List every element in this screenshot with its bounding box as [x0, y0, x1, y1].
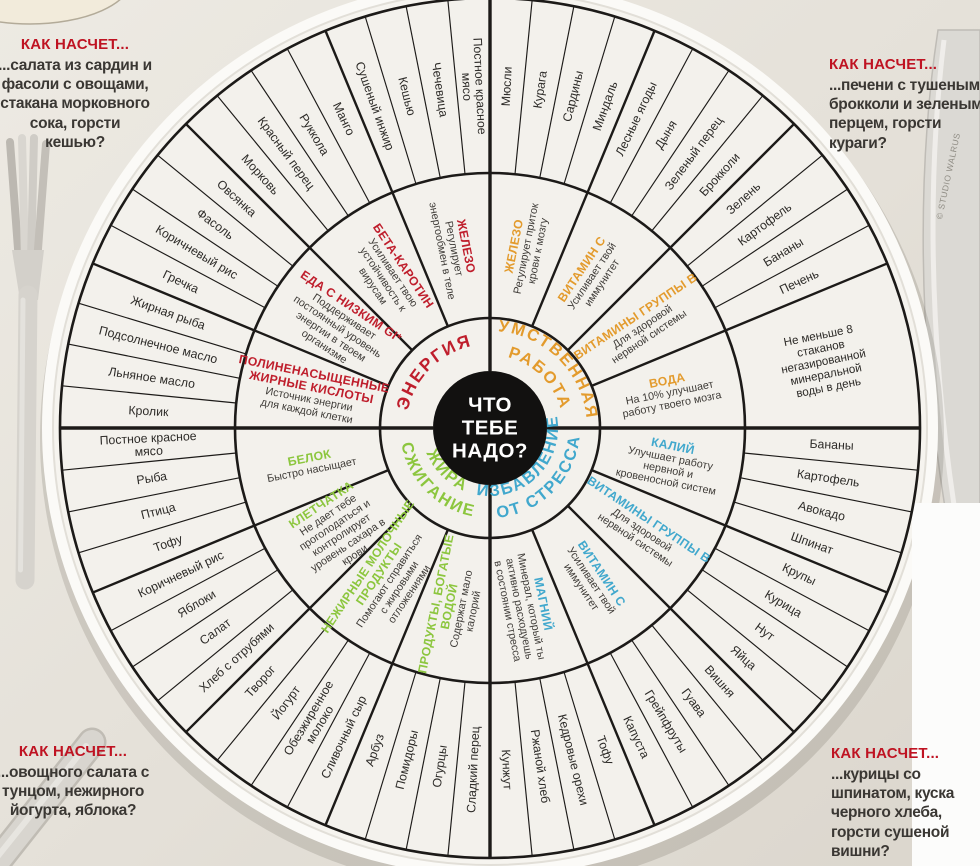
- knife-icon: [922, 29, 980, 515]
- callout-top-left: КАК НАСЧЕТ... ...салата из сардин и фасо…: [0, 36, 152, 152]
- callout-body: ...печени с тушеными брокколи и зеленым …: [829, 77, 980, 152]
- food-label: Кролик: [128, 403, 169, 419]
- food-label: Сладкий перец: [464, 726, 482, 813]
- food-label: Рыба: [136, 469, 169, 487]
- callout-body: ...салата из сардин и фасоли с овощами, …: [0, 57, 152, 151]
- center-title: НАДО?: [452, 440, 528, 463]
- svg-text:Огурцы: Огурцы: [430, 744, 450, 788]
- food-label: Мюсли: [499, 66, 515, 106]
- callout-top-right: КАК НАСЧЕТ... ...печени с тушеными брокк…: [829, 56, 980, 153]
- white-patch: [912, 503, 980, 866]
- center-title: ТЕБЕ: [462, 417, 519, 440]
- callout-body: ...курицы со шпинатом, куска черного хле…: [831, 766, 955, 860]
- food-label: Бананы: [809, 437, 854, 453]
- food-label: Курага: [530, 70, 549, 110]
- fork-icon: [6, 134, 50, 590]
- knife-handle-icon: [0, 727, 107, 866]
- callout-bottom-right: КАК НАСЧЕТ... ...курицы со шпинатом, кус…: [831, 745, 959, 861]
- svg-text:ВОДА: ВОДА: [648, 370, 687, 391]
- callout-heading: КАК НАСЧЕТ...: [18, 743, 128, 760]
- callout-body: ...овощного салата с тунцом, нежирного й…: [0, 764, 150, 820]
- food-label: Огурцы: [430, 744, 450, 788]
- svg-text:Кролик: Кролик: [128, 403, 169, 419]
- svg-text:Постное красное: Постное красное: [99, 429, 197, 448]
- food-label: Кунжут: [499, 749, 515, 790]
- svg-text:мясо: мясо: [459, 72, 474, 101]
- svg-text:Мюсли: Мюсли: [499, 66, 515, 106]
- svg-text:Курага: Курага: [530, 70, 549, 110]
- dish-edge: [0, 0, 121, 25]
- svg-text:Сладкий перец: Сладкий перец: [464, 726, 482, 813]
- svg-text:Кунжут: Кунжут: [499, 749, 515, 790]
- callout-heading: КАК НАСЧЕТ...: [20, 36, 130, 53]
- center-circle: [433, 371, 547, 485]
- svg-text:Бананы: Бананы: [809, 437, 854, 453]
- callout-bottom-left: КАК НАСЧЕТ... ...овощного салата с тунцо…: [0, 743, 150, 821]
- callout-heading: КАК НАСЧЕТ...: [831, 745, 940, 762]
- center-title: ЧТО: [468, 394, 512, 417]
- svg-text:Постное красное: Постное красное: [470, 37, 489, 135]
- svg-text:мясо: мясо: [134, 444, 163, 459]
- callout-heading: КАК НАСЧЕТ...: [829, 56, 938, 73]
- svg-text:Рыба: Рыба: [136, 469, 169, 487]
